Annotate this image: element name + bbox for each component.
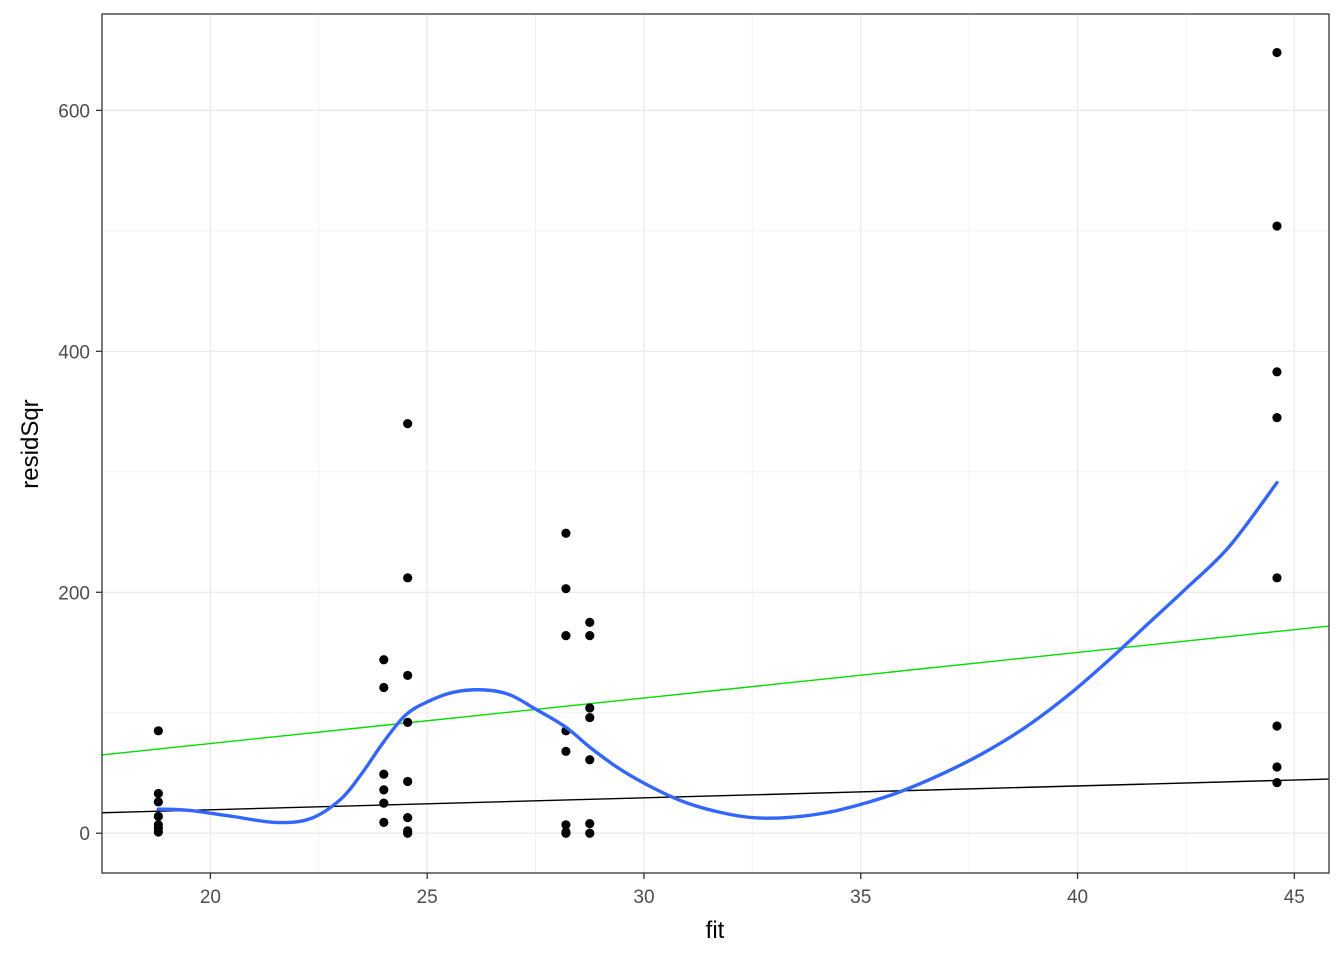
data-point-39 — [1272, 412, 1282, 423]
y-tick-label-2: 400 — [58, 342, 90, 363]
data-point-22 — [561, 584, 571, 594]
data-point-37 — [1272, 221, 1282, 231]
data-point-43 — [1272, 778, 1282, 788]
data-point-31 — [585, 703, 595, 713]
data-point-3 — [153, 811, 163, 821]
data-point-11 — [379, 798, 389, 808]
data-point-0 — [153, 726, 163, 736]
data-point-14 — [403, 573, 413, 583]
data-point-32 — [585, 712, 595, 723]
data-point-34 — [585, 819, 595, 829]
data-point-16 — [403, 717, 413, 728]
data-point-36 — [1272, 47, 1282, 58]
data-point-17 — [403, 776, 413, 787]
data-point-25 — [561, 746, 571, 756]
x-tick-label-2: 30 — [633, 887, 654, 908]
data-point-33 — [585, 755, 595, 765]
data-point-9 — [379, 769, 389, 779]
x-tick-label-0: 20 — [200, 887, 221, 908]
data-point-35 — [585, 828, 595, 838]
data-point-23 — [561, 631, 571, 641]
y-tick-label-3: 600 — [58, 101, 90, 122]
y-axis-ticks: 0 200 400 600 — [58, 101, 102, 845]
x-tick-label-1: 25 — [417, 887, 438, 908]
data-point-29 — [585, 617, 595, 628]
y-tick-label-1: 200 — [58, 583, 90, 604]
smooth-curve-layer — [156, 480, 1279, 825]
reference-line-0 — [102, 778, 1329, 814]
x-tick-label-3: 35 — [850, 887, 871, 908]
data-point-13 — [403, 419, 413, 429]
data-point-7 — [379, 655, 389, 665]
data-point-40 — [1272, 573, 1282, 583]
data-point-10 — [379, 785, 389, 795]
data-point-42 — [1272, 762, 1282, 772]
data-points — [153, 47, 1282, 838]
plot-border — [101, 13, 1330, 874]
data-point-41 — [1272, 721, 1282, 731]
data-point-38 — [1272, 367, 1282, 377]
smooth-curve — [156, 480, 1279, 825]
data-point-18 — [403, 812, 413, 823]
grid-minor — [102, 14, 1329, 873]
data-point-8 — [379, 682, 389, 693]
x-tick-label-5: 45 — [1284, 887, 1305, 908]
grid-major — [102, 14, 1329, 873]
x-axis-title: fit — [706, 917, 725, 944]
data-point-30 — [585, 631, 595, 641]
x-axis-ticks: 20 25 30 35 40 45 — [200, 873, 1305, 908]
x-tick-label-4: 40 — [1067, 887, 1088, 908]
data-point-15 — [403, 670, 413, 681]
plot-background — [102, 14, 1329, 873]
y-axis-title: residSqr — [17, 399, 44, 488]
data-point-21 — [561, 528, 571, 538]
data-point-20 — [403, 828, 413, 838]
data-point-1 — [153, 788, 163, 799]
data-point-12 — [379, 817, 389, 827]
data-point-26 — [561, 820, 571, 830]
y-tick-label-0: 0 — [79, 824, 90, 845]
data-point-2 — [153, 797, 163, 807]
data-point-6 — [153, 827, 163, 837]
data-point-28 — [561, 828, 571, 838]
